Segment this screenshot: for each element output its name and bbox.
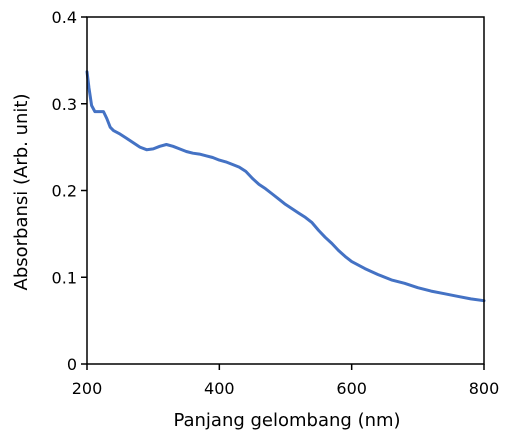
series-line — [85, 70, 486, 303]
y-tick-label: 0.2 — [52, 182, 77, 201]
y-tick-label: 0.1 — [52, 268, 77, 287]
axes — [81, 16, 485, 370]
x-tick-label: 600 — [336, 379, 367, 398]
x-axis-title: Panjang gelombang (nm) — [173, 410, 400, 431]
x-tick-label: 200 — [72, 379, 103, 398]
tick-labels: 0 0.1 0.2 0.3 0.4 200 400 600 800 — [52, 8, 500, 398]
y-axis-title: Absorbansi (Arb. unit) — [11, 94, 32, 291]
y-tick-label: 0.4 — [52, 8, 77, 27]
plot-area — [85, 70, 486, 303]
x-tick-label: 400 — [204, 379, 235, 398]
y-tick-label: 0.3 — [52, 95, 77, 114]
plot-frame — [86, 16, 485, 365]
y-tick-label: 0 — [67, 355, 77, 374]
x-tick-label: 800 — [469, 379, 500, 398]
